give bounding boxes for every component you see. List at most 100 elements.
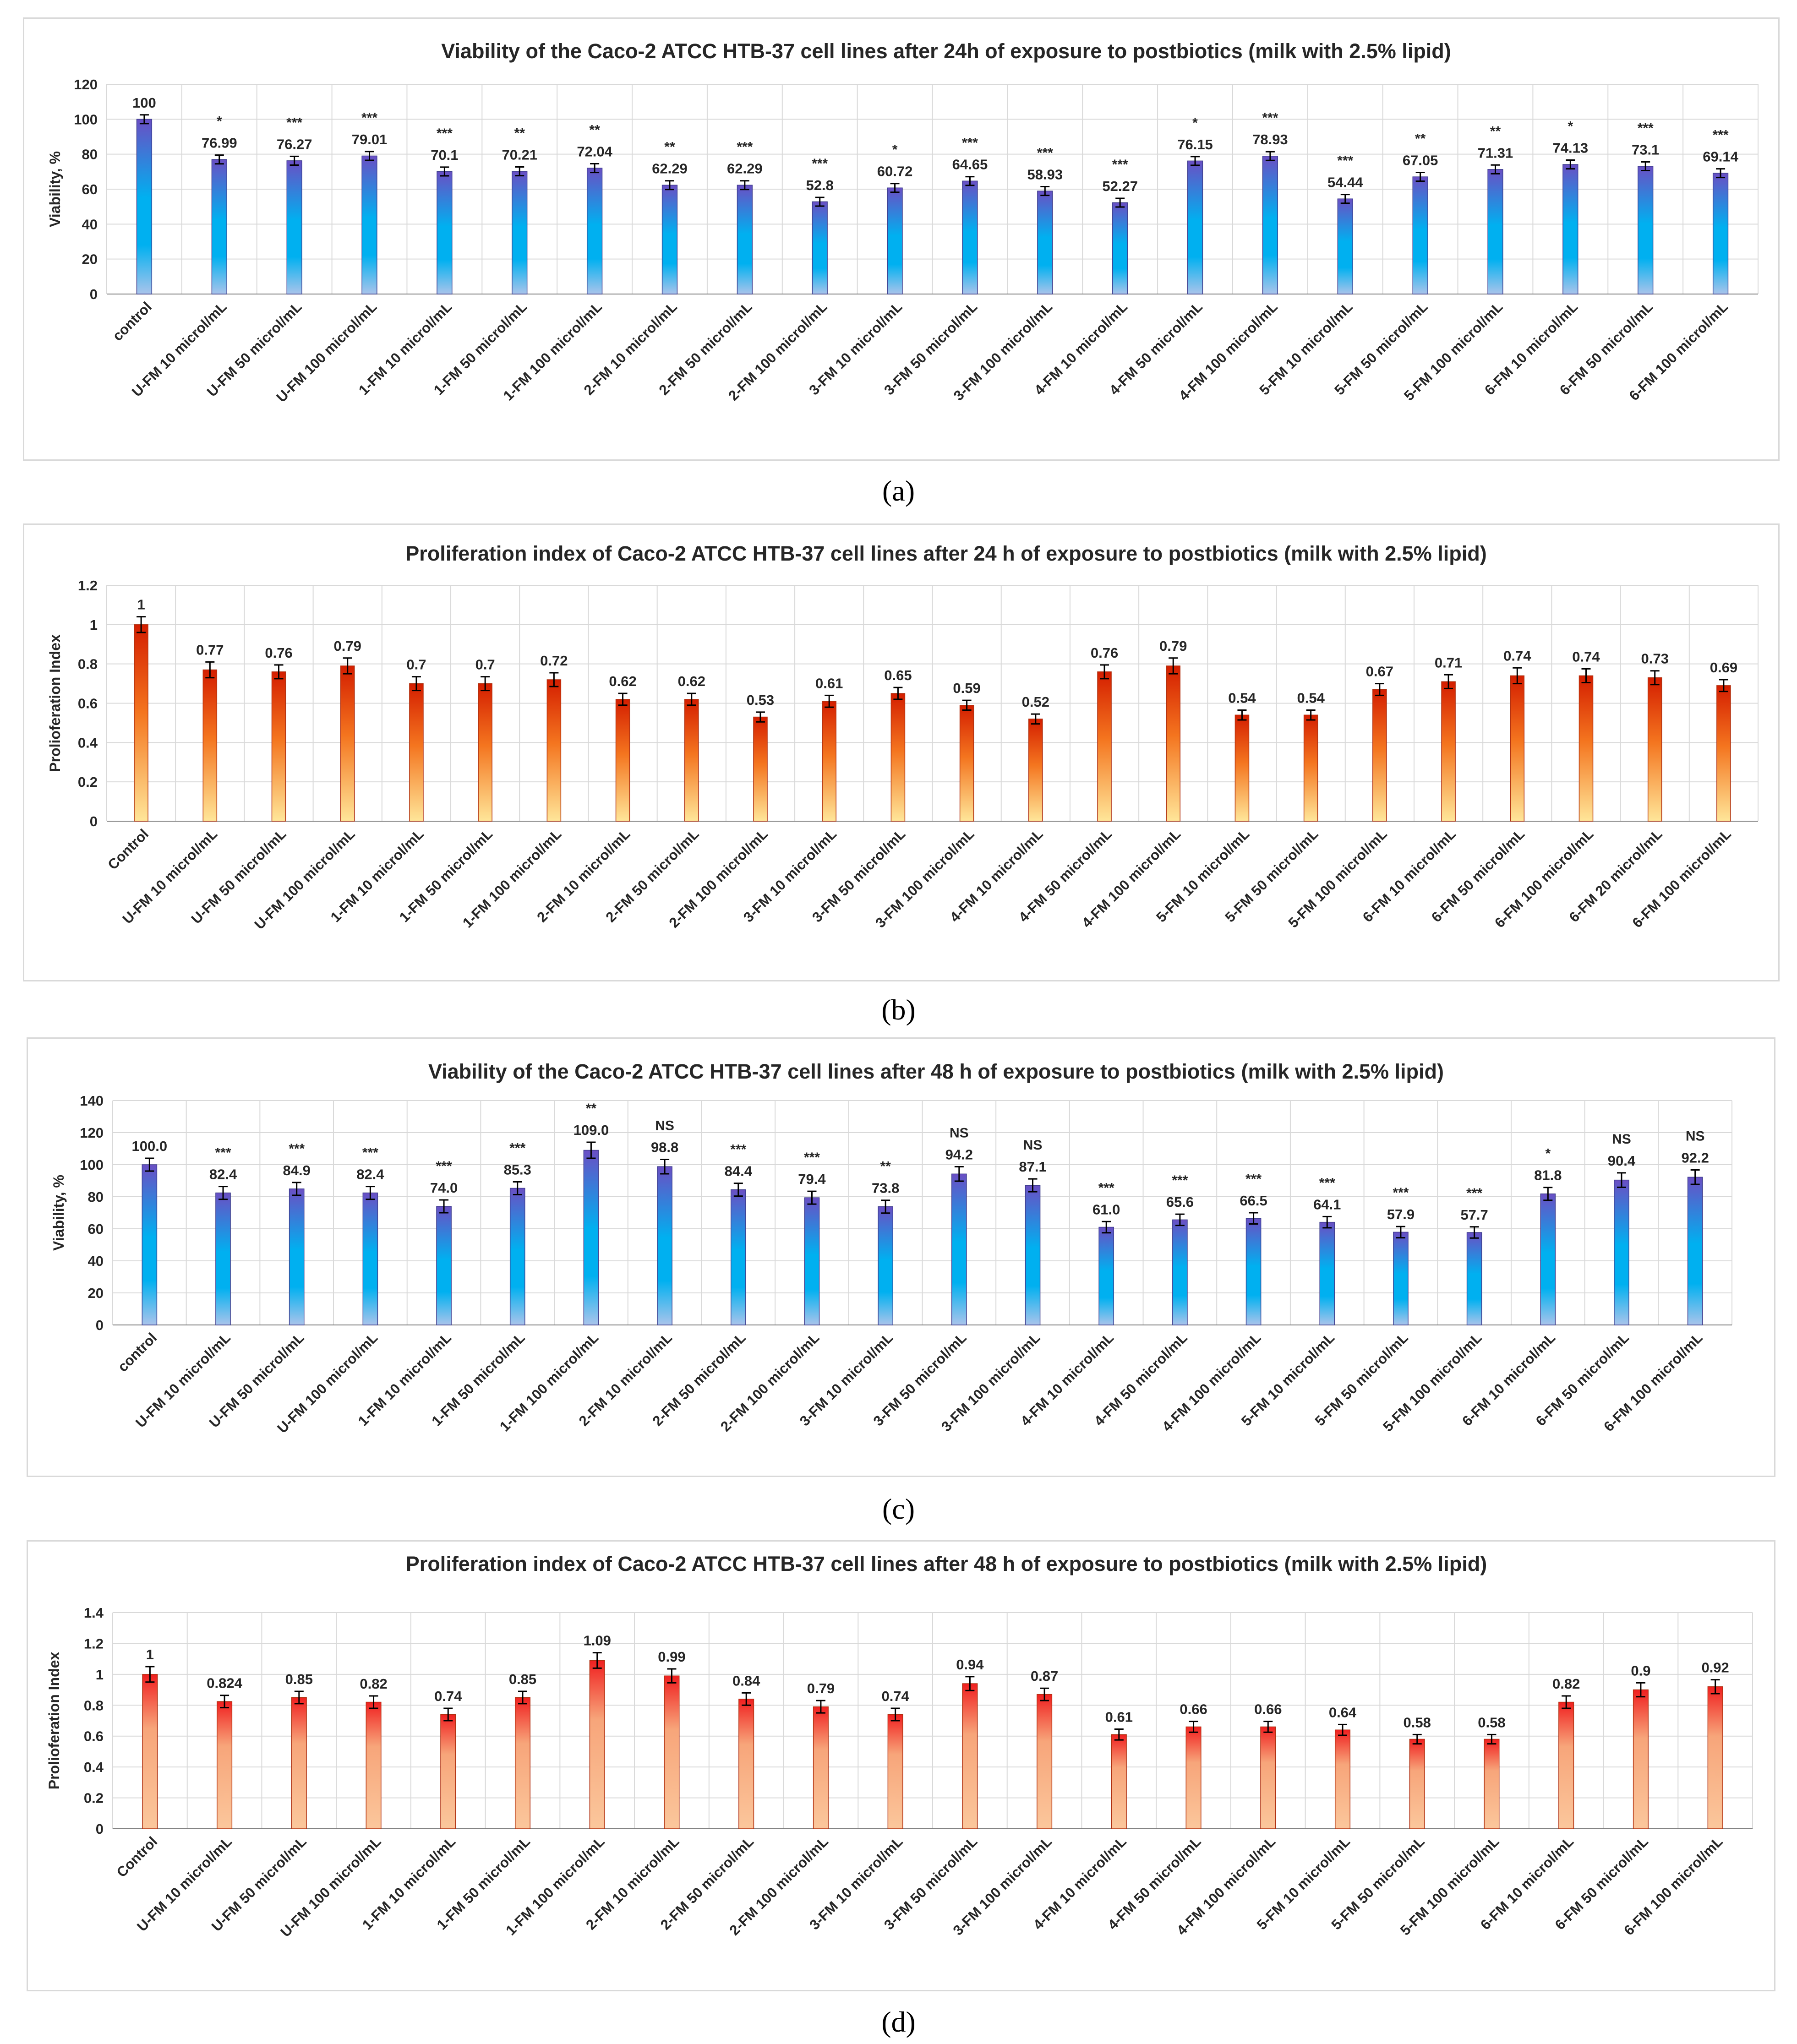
data-label: 62.29 (652, 161, 688, 177)
x-tick-label: control (109, 299, 155, 344)
significance-marker: ** (1490, 124, 1501, 139)
data-label: 0.76 (265, 645, 292, 661)
significance-marker: *** (286, 115, 302, 130)
bar (1466, 1232, 1482, 1325)
data-label: 0.74 (1503, 648, 1531, 664)
bar (1633, 1689, 1649, 1829)
y-tick-label: 40 (82, 216, 98, 232)
significance-marker: *** (289, 1141, 305, 1156)
data-label: 73.8 (872, 1180, 899, 1196)
data-label: 0.87 (1031, 1668, 1058, 1684)
y-tick-label: 0.6 (84, 1728, 104, 1744)
data-label: 1 (137, 597, 145, 613)
data-label: 0.59 (953, 680, 980, 696)
significance-marker: ** (586, 1101, 597, 1116)
significance-marker: NS (655, 1118, 674, 1133)
significance-marker: * (892, 142, 898, 158)
bar (217, 1701, 233, 1829)
data-label: 1 (146, 1646, 154, 1662)
y-axis-label: Viability, % (50, 1175, 67, 1251)
data-label: 67.05 (1403, 153, 1438, 169)
y-tick-label: 0.4 (84, 1759, 104, 1775)
data-label: 0.73 (1641, 651, 1669, 667)
data-label: 100.0 (132, 1138, 168, 1154)
data-label: 0.74 (881, 1688, 909, 1704)
bar (812, 201, 828, 294)
data-label: 1.09 (584, 1633, 611, 1649)
bar (1510, 675, 1525, 822)
significance-marker: *** (1337, 153, 1353, 169)
data-label: 94.2 (945, 1147, 973, 1163)
y-axis-label: Prolioferation Index (47, 634, 63, 772)
data-label: 74.13 (1553, 140, 1589, 156)
significance-marker: *** (1262, 110, 1278, 125)
bar (1558, 1701, 1574, 1829)
significance-marker: *** (1319, 1175, 1335, 1190)
chart-title: Proliferation index of Caco-2 ATCC HTB-3… (405, 542, 1486, 565)
significance-marker: *** (1172, 1173, 1188, 1188)
y-tick-label: 1 (96, 1667, 104, 1683)
bar (586, 168, 603, 294)
bar (1245, 1218, 1262, 1325)
bar (962, 180, 978, 294)
bar (512, 171, 528, 294)
bar (1097, 671, 1112, 822)
data-label: 0.52 (1022, 694, 1049, 710)
data-label: 0.7 (406, 657, 426, 673)
bar (730, 1189, 746, 1325)
significance-marker: * (1192, 115, 1198, 131)
x-tick-label: Control (104, 826, 152, 873)
significance-marker: *** (1112, 157, 1128, 172)
y-tick-label: 60 (82, 181, 98, 197)
data-label: 85.3 (504, 1161, 531, 1177)
data-label: 0.824 (207, 1675, 242, 1691)
bar (1319, 1221, 1335, 1325)
significance-marker: *** (1713, 128, 1729, 143)
bar (215, 1192, 231, 1325)
bar (211, 159, 227, 294)
bar (1025, 1185, 1041, 1325)
bar (753, 716, 768, 822)
data-label: 0.64 (1329, 1704, 1357, 1720)
data-label: 0.92 (1701, 1660, 1729, 1676)
data-label: 0.67 (1366, 664, 1393, 680)
significance-marker: ** (589, 123, 600, 138)
y-tick-label: 1.2 (78, 578, 98, 594)
significance-marker: *** (1466, 1186, 1482, 1201)
bar (1185, 1726, 1202, 1829)
bar (286, 160, 302, 294)
bar (1028, 719, 1043, 822)
chart-d-proliferation-48h: Proliferation index of Caco-2 ATCC HTB-3… (46, 1552, 1753, 1940)
chart-d-frame: Proliferation index of Caco-2 ATCC HTB-3… (27, 1540, 1775, 1991)
y-tick-label: 100 (80, 1157, 104, 1173)
data-label: 84.9 (283, 1162, 311, 1178)
significance-marker: *** (1037, 146, 1053, 161)
y-tick-label: 0 (96, 1821, 104, 1837)
data-label: 82.4 (209, 1166, 237, 1183)
bar (822, 701, 836, 822)
significance-marker: *** (730, 1142, 746, 1157)
x-tick-label: Control (114, 1833, 161, 1880)
data-label: 0.82 (360, 1676, 387, 1692)
bar (1303, 714, 1318, 822)
data-label: 0.54 (1297, 690, 1325, 706)
y-tick-label: 0.2 (78, 774, 98, 790)
bar (962, 1683, 978, 1829)
bar (1687, 1177, 1703, 1325)
significance-marker: *** (1638, 120, 1654, 136)
data-label: 82.4 (356, 1166, 384, 1183)
bar (291, 1697, 307, 1829)
significance-marker: *** (362, 1145, 378, 1161)
data-label: 0.62 (678, 673, 705, 689)
chart-title: Viability of the Caco-2 ATCC HTB-37 cell… (428, 1060, 1444, 1083)
data-label: 52.8 (806, 177, 834, 193)
data-label: 0.85 (509, 1671, 536, 1687)
chart-b-frame: Proliferation index of Caco-2 ATCC HTB-3… (23, 523, 1780, 981)
bar (1562, 164, 1579, 294)
significance-marker: * (1545, 1146, 1551, 1161)
y-tick-label: 40 (88, 1253, 104, 1269)
data-label: 0.79 (807, 1680, 835, 1696)
significance-marker: *** (437, 126, 453, 141)
bar (1262, 156, 1278, 294)
data-label: 0.7 (475, 657, 495, 673)
